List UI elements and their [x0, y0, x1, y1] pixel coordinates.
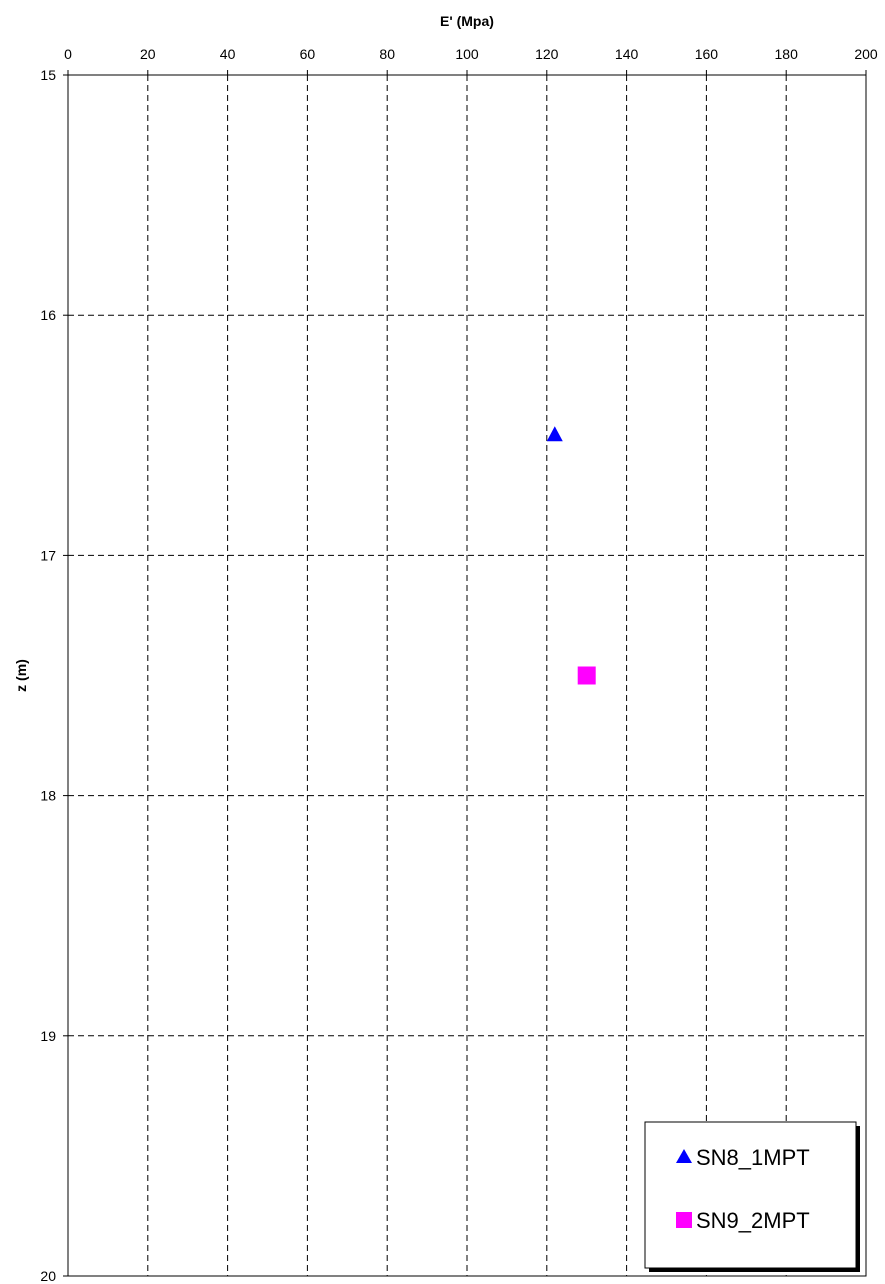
grid — [68, 75, 866, 1276]
y-tick-label: 15 — [40, 67, 56, 83]
data-point-triangle — [546, 426, 563, 442]
data-point-square — [577, 666, 596, 685]
y-axis-title: z (m) — [13, 659, 29, 692]
x-axis: 0 20 40 60 80 100 120 140 160 180 200 — [64, 46, 878, 75]
legend-box — [644, 1121, 857, 1269]
x-axis-title: E' (Mpa) — [440, 13, 494, 29]
x-tick-label: 160 — [695, 46, 719, 62]
x-tick-label: 40 — [220, 46, 236, 62]
x-tick-label: 140 — [615, 46, 639, 62]
y-tick-label: 16 — [40, 307, 56, 323]
x-tick-label: 80 — [379, 46, 395, 62]
y-tick-label: 20 — [40, 1268, 56, 1284]
x-tick-label: 60 — [300, 46, 316, 62]
x-tick-label: 180 — [775, 46, 799, 62]
x-tick-label: 20 — [140, 46, 156, 62]
x-tick-label: 0 — [64, 46, 72, 62]
legend-label-sn9: SN9_2MPT — [696, 1208, 810, 1233]
legend-label-sn8: SN8_1MPT — [696, 1145, 810, 1170]
legend-marker-square — [676, 1212, 692, 1228]
y-tick-label: 18 — [40, 788, 56, 804]
y-axis: 15 16 17 18 19 20 — [40, 67, 68, 1284]
x-tick-label: 100 — [455, 46, 479, 62]
data-points — [546, 426, 596, 685]
x-tick-label: 200 — [854, 46, 878, 62]
y-tick-label: 17 — [40, 547, 56, 563]
y-tick-label: 19 — [40, 1028, 56, 1044]
legend: SN8_1MPT SN9_2MPT — [644, 1121, 860, 1272]
x-tick-label: 120 — [535, 46, 559, 62]
legend-marker-triangle — [676, 1149, 692, 1163]
